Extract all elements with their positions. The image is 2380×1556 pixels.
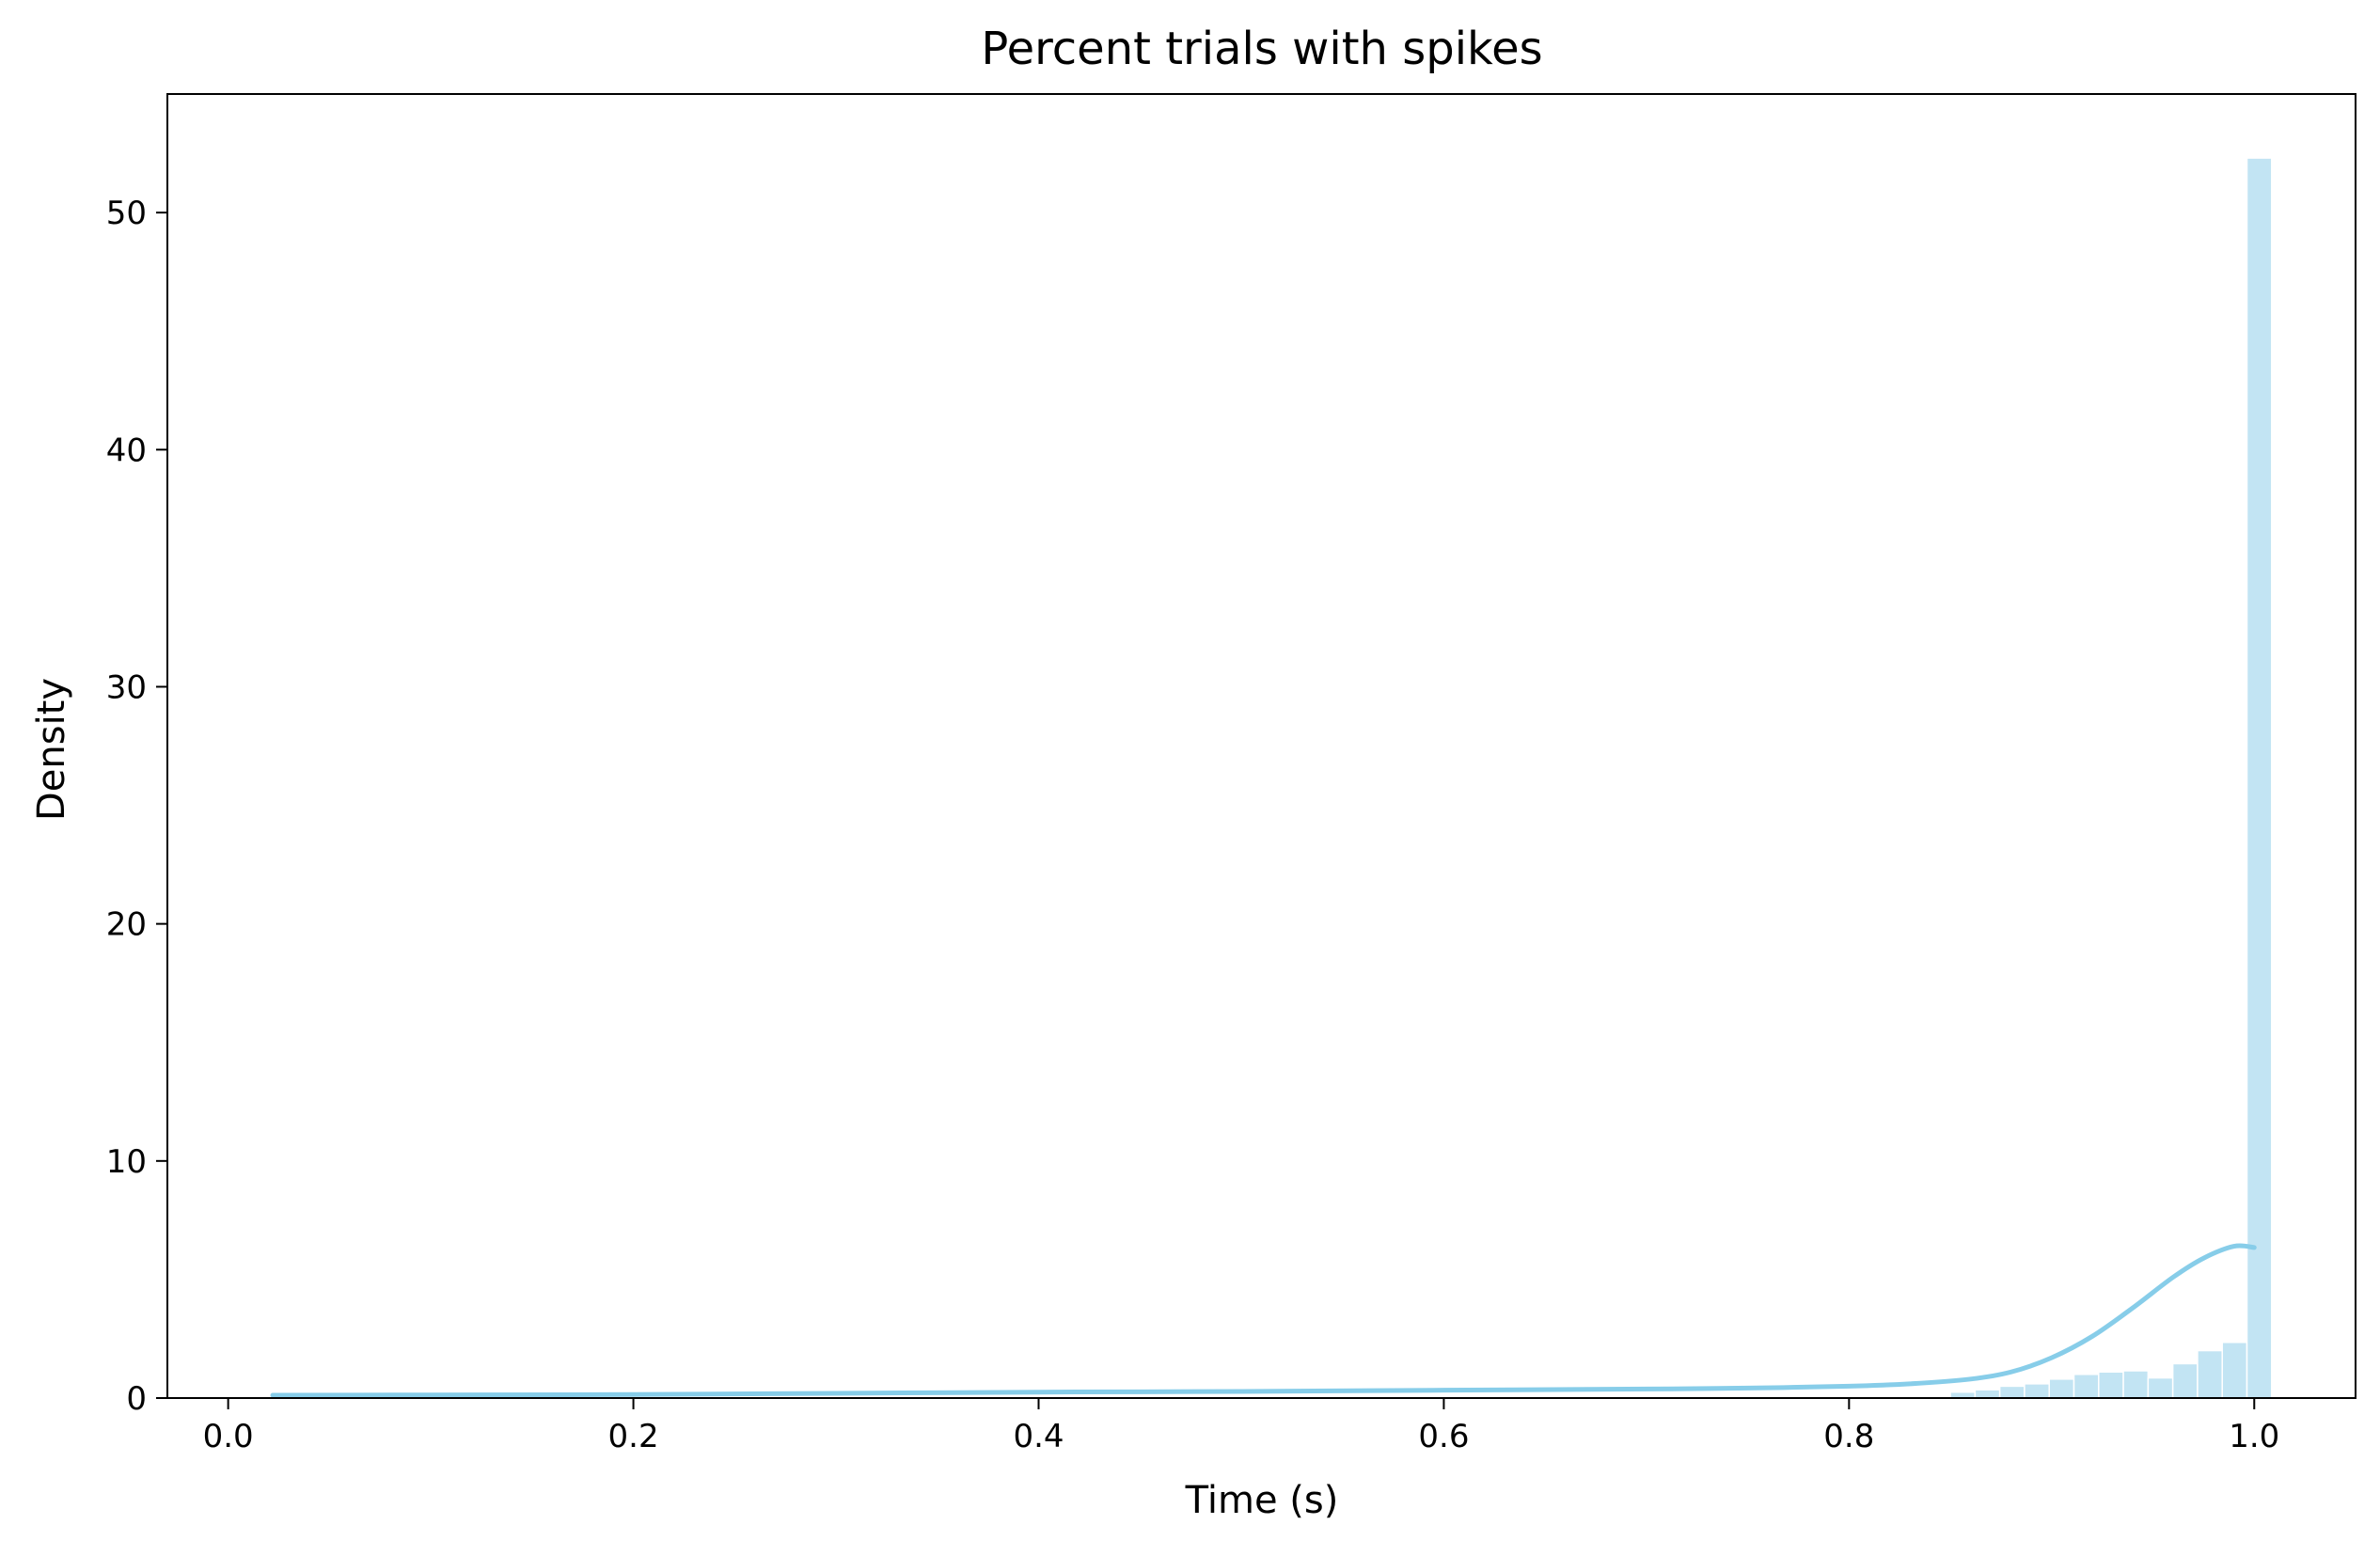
plot-frame xyxy=(166,93,2356,1399)
chart-title: Percent trials with spikes xyxy=(981,23,1542,75)
y-tick-label-5: 50 xyxy=(106,195,147,232)
histogram-bar-2 xyxy=(1998,1385,2025,1399)
histogram-bar-1 xyxy=(1974,1389,2001,1399)
x-tick-label-0: 0.0 xyxy=(203,1418,254,1455)
y-tick-label-0: 0 xyxy=(126,1380,147,1418)
histogram-bar-3 xyxy=(2024,1383,2050,1399)
histogram-bar-7 xyxy=(2122,1370,2150,1399)
y-axis-ticks: 0 10 20 30 40 50 xyxy=(106,195,167,1418)
y-tick-label-3: 30 xyxy=(106,668,147,706)
x-axis-label: Time (s) xyxy=(1185,1479,1339,1522)
x-tick-label-5: 1.0 xyxy=(2229,1418,2279,1455)
histogram-bar-11 xyxy=(2221,1341,2248,1399)
histogram-bars xyxy=(1949,157,2273,1399)
x-axis-ticks: 0.0 0.2 0.4 0.6 0.8 1.0 xyxy=(203,1398,2279,1455)
histogram-bar-6 xyxy=(2098,1371,2124,1399)
y-tick-label-4: 40 xyxy=(106,432,147,469)
y-tick-label-1: 10 xyxy=(106,1143,147,1181)
x-tick-label-1: 0.2 xyxy=(608,1418,659,1455)
histogram-bar-5 xyxy=(2073,1374,2100,1399)
kde-curve xyxy=(270,1243,2257,1398)
x-tick-label-2: 0.4 xyxy=(1013,1418,1064,1455)
histogram-bar-10 xyxy=(2197,1349,2223,1399)
x-tick-label-3: 0.6 xyxy=(1418,1418,1469,1455)
x-tick-label-4: 0.8 xyxy=(1823,1418,1874,1455)
histogram-bar-12 xyxy=(2246,157,2273,1399)
y-tick-label-2: 20 xyxy=(106,906,147,944)
kde-curve-layer xyxy=(270,1243,2257,1398)
histogram-bar-4 xyxy=(2048,1378,2075,1399)
y-axis-label: Density xyxy=(30,678,73,821)
histogram-bar-9 xyxy=(2171,1362,2199,1399)
histogram-bar-8 xyxy=(2147,1376,2174,1399)
